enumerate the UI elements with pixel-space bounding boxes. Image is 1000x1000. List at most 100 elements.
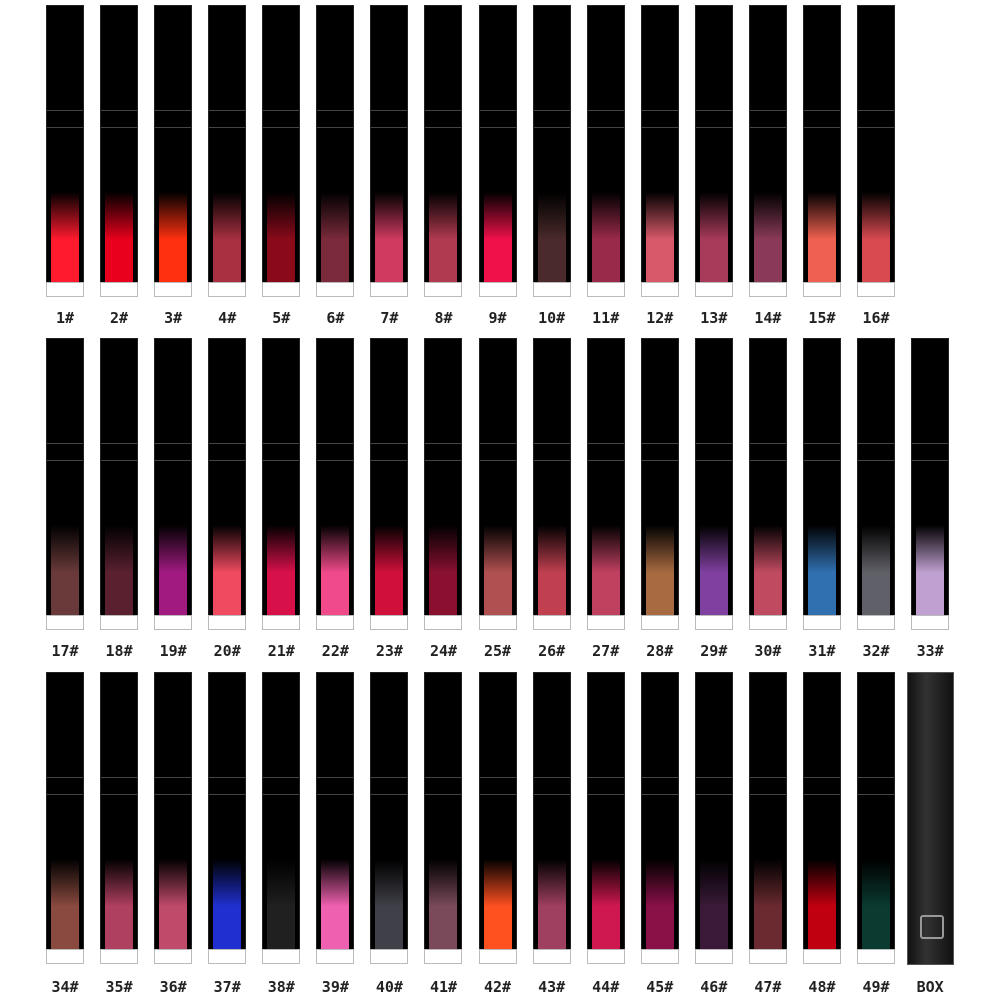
cap-line xyxy=(587,794,624,795)
lip-gloss-tube xyxy=(586,5,625,297)
shade-label: 42# xyxy=(484,978,512,996)
cap-line xyxy=(749,777,786,778)
shade-label: 21# xyxy=(267,642,295,660)
shade-label: 19# xyxy=(159,642,187,660)
cap-line xyxy=(209,777,246,778)
cap-line xyxy=(695,443,732,444)
shade-swatch xyxy=(591,509,620,615)
tube-base xyxy=(208,282,247,297)
lip-gloss-tube xyxy=(640,338,679,630)
lip-gloss-tube xyxy=(370,5,409,297)
shade-label: 39# xyxy=(321,978,349,996)
tube-base xyxy=(262,282,301,297)
cap-line xyxy=(209,794,246,795)
shade-label: 29# xyxy=(700,642,728,660)
shade-label: 14# xyxy=(754,309,782,327)
shade-swatch xyxy=(375,176,404,282)
cap-line xyxy=(749,110,786,111)
lip-gloss-tube xyxy=(154,338,193,630)
shade-label: 45# xyxy=(646,978,674,996)
shade-swatch xyxy=(753,509,782,615)
tube-base xyxy=(586,615,625,630)
tube-base xyxy=(46,282,84,297)
cap-line xyxy=(47,127,83,128)
cap-line xyxy=(263,127,300,128)
lip-gloss-tube xyxy=(748,5,787,297)
tube-base xyxy=(46,615,84,630)
shade-swatch xyxy=(645,176,674,282)
cap-line xyxy=(749,794,786,795)
shade-label: 8# xyxy=(434,309,453,327)
cap-line xyxy=(371,110,408,111)
cap-line xyxy=(587,110,624,111)
lip-gloss-tube xyxy=(208,338,247,630)
cap-line xyxy=(101,777,138,778)
lip-gloss-tube xyxy=(424,5,463,297)
lip-gloss-tube xyxy=(478,5,517,297)
lip-gloss-tube xyxy=(586,338,625,630)
cap-line xyxy=(533,127,570,128)
cap-line xyxy=(209,443,246,444)
cap-line xyxy=(479,110,516,111)
cap-line xyxy=(533,794,570,795)
cap-line xyxy=(587,460,624,461)
shade-swatch xyxy=(537,843,566,949)
cap-line xyxy=(749,443,786,444)
shade-swatch xyxy=(862,176,891,282)
shade-swatch xyxy=(699,843,728,949)
tube-base xyxy=(748,949,787,964)
shade-label: 12# xyxy=(646,309,674,327)
tube-base xyxy=(100,615,139,630)
shade-label: 41# xyxy=(429,978,458,996)
lip-gloss-tube xyxy=(316,5,355,297)
cap-line xyxy=(47,777,83,778)
cap-line xyxy=(858,460,895,461)
cap-line xyxy=(425,777,462,778)
tube-base xyxy=(424,282,463,297)
tube-base xyxy=(154,949,193,964)
lip-gloss-tube xyxy=(262,672,301,964)
cap-line xyxy=(479,794,516,795)
lip-gloss-tube xyxy=(532,5,571,297)
shade-label: 28# xyxy=(646,642,674,660)
tube-base xyxy=(262,949,301,964)
cap-line xyxy=(695,794,732,795)
shade-swatch xyxy=(862,843,891,949)
cap-line xyxy=(101,460,138,461)
cap-line xyxy=(317,443,354,444)
shade-label: 26# xyxy=(538,642,566,660)
tube-base xyxy=(640,282,679,297)
cap-line xyxy=(858,110,895,111)
cap-line xyxy=(912,460,949,461)
shade-label: 46# xyxy=(700,978,728,996)
tube-base xyxy=(478,282,517,297)
tube-base xyxy=(532,282,571,297)
shade-label: 44# xyxy=(592,978,620,996)
cap-line xyxy=(425,443,462,444)
lip-gloss-tube xyxy=(911,338,950,630)
shade-label: 9# xyxy=(488,309,507,327)
shade-label: 1# xyxy=(55,309,75,327)
shade-swatch xyxy=(159,509,188,615)
cap-line xyxy=(425,110,462,111)
cap-line xyxy=(47,460,83,461)
cap-line xyxy=(641,110,678,111)
shade-swatch xyxy=(537,509,566,615)
cap-line xyxy=(317,110,354,111)
lip-gloss-tube xyxy=(100,672,139,964)
shade-label: 25# xyxy=(484,642,512,660)
tube-base xyxy=(911,615,950,630)
shade-label: 36# xyxy=(159,978,187,996)
shade-label: 49# xyxy=(862,978,890,996)
tube-base xyxy=(316,949,355,964)
shade-swatch xyxy=(807,509,836,615)
cap-line xyxy=(641,794,678,795)
shade-swatch xyxy=(916,509,945,615)
lip-gloss-tube xyxy=(802,5,841,297)
shade-swatch xyxy=(591,176,620,282)
shade-label: 11# xyxy=(592,309,620,327)
shade-swatch xyxy=(645,509,674,615)
cap-line xyxy=(425,127,462,128)
shade-swatch xyxy=(105,176,134,282)
cap-line xyxy=(587,443,624,444)
